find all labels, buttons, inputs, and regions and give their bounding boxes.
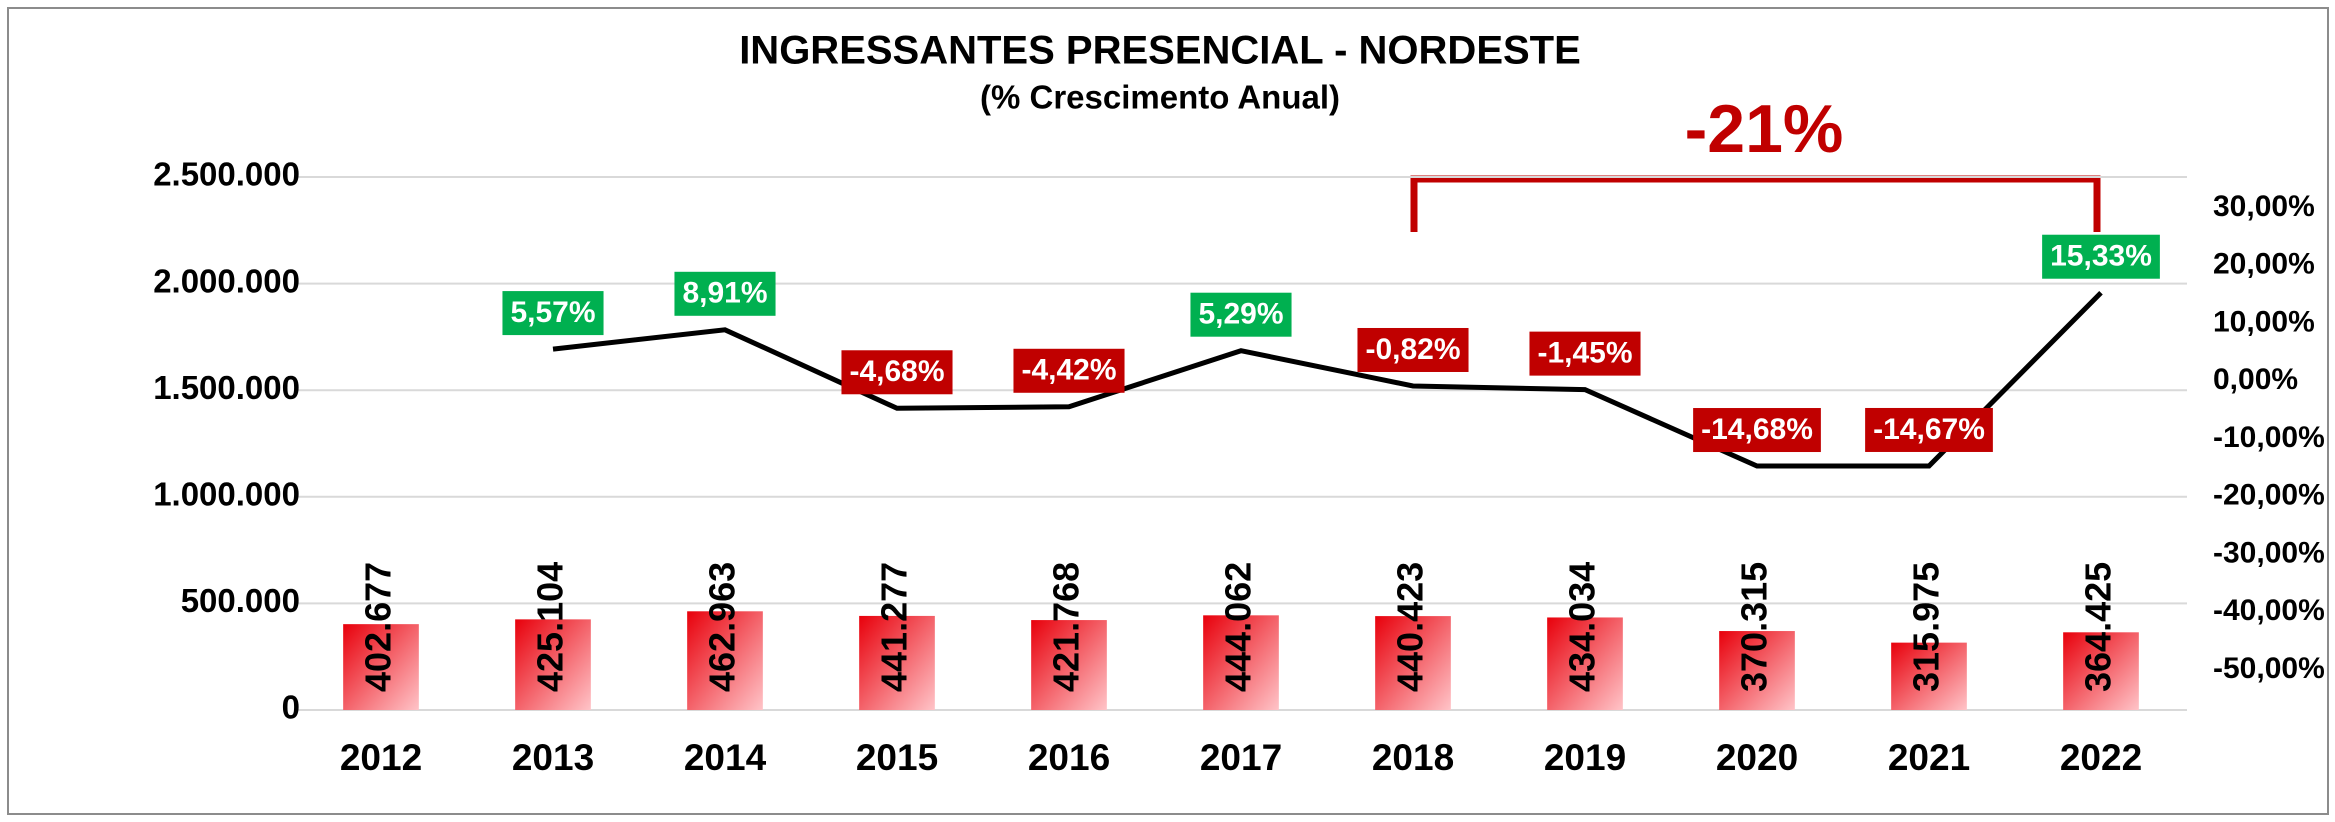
x-tick-label: 2021 [1888, 737, 1970, 778]
x-tick-label: 2018 [1372, 737, 1454, 778]
bar [1031, 620, 1107, 710]
y2-tick-label: -50,00% [2213, 652, 2325, 685]
y-tick-label: 2.500.000 [153, 156, 300, 193]
chart-title: INGRESSANTES PRESENCIAL - NORDESTE [739, 29, 1581, 73]
line-value-label-text: 5,57% [510, 296, 595, 329]
label-box [1693, 408, 1821, 453]
bar [1203, 615, 1279, 710]
chart-subtitle: (% Crescimento Anual) [980, 79, 1340, 116]
line-value-label: -14,67% [1865, 407, 1993, 452]
x-tick-label: 2014 [684, 737, 767, 778]
bar-value-label: 370.315 [1734, 562, 1775, 692]
line-value-label: 5,29% [1190, 292, 1292, 337]
bar-value-label: 315.975 [1906, 562, 1947, 692]
label-box [1357, 327, 1469, 372]
bar-value-label: 402.677 [358, 562, 399, 692]
line-value-label-text: 5,29% [1198, 298, 1283, 331]
x-tick-label: 2017 [1200, 737, 1282, 778]
bar-value-label: 441.277 [874, 562, 915, 692]
label-box [1013, 348, 1125, 393]
y-tick-label: 2.000.000 [153, 262, 300, 299]
x-tick-label: 2012 [340, 737, 422, 778]
y2-tick-label: -10,00% [2213, 421, 2325, 454]
bar-value-label: 440.423 [1390, 562, 1431, 692]
y2-tick-label: -40,00% [2213, 594, 2325, 627]
bar [1891, 642, 1967, 710]
y2-tick-label: 10,00% [2213, 305, 2315, 338]
label-box [674, 271, 776, 316]
label-box [1865, 407, 1993, 452]
line-value-label: 5,57% [502, 291, 604, 336]
y2-tick-label: 20,00% [2213, 248, 2315, 281]
y-tick-label: 0 [282, 689, 300, 726]
line-value-label-text: -0,82% [1365, 333, 1460, 366]
bar [2063, 632, 2139, 710]
x-tick-label: 2019 [1544, 737, 1626, 778]
line-value-label: -4,42% [1013, 348, 1125, 393]
line-value-label: -4,68% [841, 350, 953, 395]
line-value-label-text: -14,68% [1701, 413, 1813, 446]
line-value-label-text: -1,45% [1537, 337, 1632, 370]
y2-tick-label: 30,00% [2213, 190, 2315, 223]
bar-value-label: 444.062 [1218, 562, 1259, 692]
annotation: -21% [1685, 91, 1844, 167]
line-value-label-text: 8,91% [682, 277, 767, 310]
bar [343, 624, 419, 710]
bar [1547, 617, 1623, 710]
line-value-label-text: -4,68% [849, 355, 944, 388]
y2-tick-label: 0,00% [2213, 363, 2298, 396]
line-value-label: 8,91% [674, 271, 776, 316]
bar [1375, 616, 1451, 710]
line-value-label: -14,68% [1693, 408, 1821, 453]
bar [859, 615, 935, 710]
y2-tick-label: -20,00% [2213, 479, 2325, 512]
label-box [502, 291, 604, 336]
y-tick-label: 1.000.000 [153, 476, 300, 513]
bar-value-label: 462.963 [702, 562, 743, 692]
y-tick-label: 500.000 [181, 582, 300, 619]
bar-value-label: 421.768 [1046, 562, 1087, 692]
bar [515, 619, 591, 710]
y-tick-label: 1.500.000 [153, 369, 300, 406]
label-box [841, 350, 953, 395]
x-tick-label: 2020 [1716, 737, 1798, 778]
bar-value-label: 364.425 [2078, 562, 2119, 692]
line-value-label-text: -14,67% [1873, 413, 1985, 446]
x-tick-label: 2013 [512, 737, 594, 778]
x-tick-label: 2015 [856, 737, 938, 778]
x-tick-label: 2016 [1028, 737, 1110, 778]
line-value-label-text: -4,42% [1021, 354, 1116, 387]
label-box [1190, 292, 1292, 337]
label-box [1529, 331, 1641, 376]
bar-value-label: 425.104 [530, 562, 571, 692]
bar-value-label: 434.034 [1562, 562, 1603, 692]
line-value-label: -1,45% [1529, 331, 1641, 376]
line [552, 290, 2103, 469]
line-value-label: -0,82% [1357, 327, 1469, 372]
annotation-bracket [1410, 175, 2101, 232]
x-tick-label: 2022 [2060, 737, 2142, 778]
label-box [2042, 234, 2160, 279]
bar [1719, 631, 1795, 710]
bar [687, 611, 763, 710]
y2-tick-label: -30,00% [2213, 536, 2325, 569]
line-value-label-text: 15,33% [2050, 240, 2152, 273]
line-value-label: 15,33% [2042, 234, 2160, 279]
